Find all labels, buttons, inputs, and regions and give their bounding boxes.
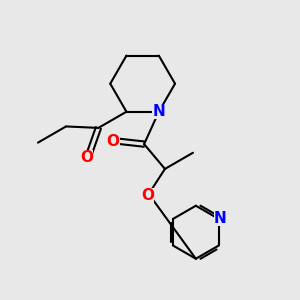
Text: O: O (107, 134, 120, 149)
Text: O: O (80, 150, 93, 165)
Text: O: O (141, 188, 154, 203)
Text: N: N (214, 212, 226, 226)
Text: N: N (152, 104, 165, 119)
